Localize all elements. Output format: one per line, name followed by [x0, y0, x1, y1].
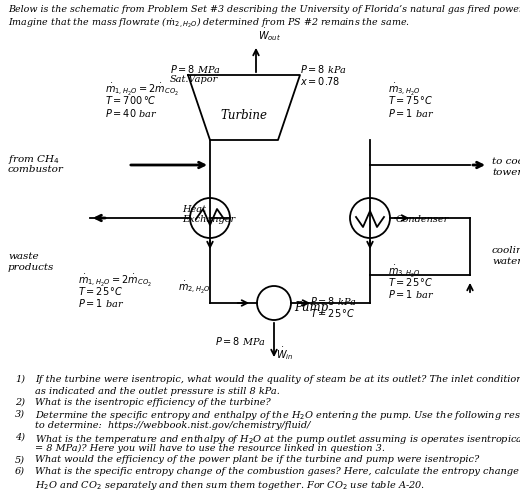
Text: $P=8$ MPa: $P=8$ MPa	[170, 63, 221, 75]
Text: $T=75\,°C$: $T=75\,°C$	[388, 94, 434, 106]
Text: = 8 MPa)? Here you will have to use the resource linked in question 3.: = 8 MPa)? Here you will have to use the …	[35, 444, 385, 453]
Text: tower: tower	[492, 168, 520, 177]
Text: waste: waste	[8, 252, 38, 261]
Text: $\dot{m}_{2,H_2O}$: $\dot{m}_{2,H_2O}$	[178, 280, 211, 296]
Text: $P=1$ bar: $P=1$ bar	[388, 107, 434, 119]
Text: 5): 5)	[15, 455, 25, 464]
Text: combustor: combustor	[8, 165, 64, 174]
Text: $\dot{W}_{in}$: $\dot{W}_{in}$	[276, 345, 293, 362]
Text: to determine:  https://webbook.nist.gov/chemistry/fluid/: to determine: https://webbook.nist.gov/c…	[35, 421, 310, 430]
Text: $\dot{W}_{out}$: $\dot{W}_{out}$	[258, 26, 281, 43]
Text: Determine the specific entropy and enthalpy of the H$_2$O entering the pump. Use: Determine the specific entropy and entha…	[35, 409, 520, 422]
Text: cooling: cooling	[492, 246, 520, 255]
Text: H$_2$O and CO$_2$ separately and then sum them together. For CO$_2$ use table A-: H$_2$O and CO$_2$ separately and then su…	[35, 478, 425, 491]
Text: $P=8$ kPa: $P=8$ kPa	[300, 63, 347, 75]
Text: $T=700\,°C$: $T=700\,°C$	[105, 94, 157, 106]
Text: $P=8$ MPa: $P=8$ MPa	[215, 335, 266, 347]
Text: Imagine that the mass flowrate (ṁ$_{2,H_2O}$) determined from PS #2 remains the : Imagine that the mass flowrate (ṁ$_{2,H_…	[8, 15, 410, 30]
Text: What is the specific entropy change of the combustion gases? Here, calculate the: What is the specific entropy change of t…	[35, 467, 520, 476]
Text: $x=0.78$: $x=0.78$	[300, 75, 340, 87]
Text: from CH$_4$: from CH$_4$	[8, 153, 60, 166]
Text: Exchanger: Exchanger	[182, 215, 235, 224]
Text: $P=8$ kPa: $P=8$ kPa	[310, 295, 357, 307]
Text: Turbine: Turbine	[220, 109, 267, 122]
Text: 1): 1)	[15, 375, 25, 384]
Text: Sat.Vapor: Sat.Vapor	[170, 75, 218, 84]
Text: Heat: Heat	[182, 205, 206, 214]
Text: $\dot{m}_{3,H_2O}$: $\dot{m}_{3,H_2O}$	[388, 264, 421, 280]
Text: What is the isentropic efficiency of the turbine?: What is the isentropic efficiency of the…	[35, 398, 271, 407]
Text: $P=1$ bar: $P=1$ bar	[388, 288, 434, 300]
Text: as indicated and the outlet pressure is still 8 kPa.: as indicated and the outlet pressure is …	[35, 386, 280, 395]
Text: $T=25\,°C$: $T=25\,°C$	[78, 285, 124, 297]
Text: 4): 4)	[15, 432, 25, 441]
Text: 3): 3)	[15, 409, 25, 418]
Text: If the turbine were isentropic, what would the quality of steam be at its outlet: If the turbine were isentropic, what wou…	[35, 375, 520, 384]
Text: Pump: Pump	[294, 302, 328, 315]
Text: water: water	[492, 257, 520, 266]
Text: $P=40$ bar: $P=40$ bar	[105, 107, 158, 119]
Text: 2): 2)	[15, 398, 25, 407]
Text: to cooling: to cooling	[492, 157, 520, 166]
Text: $\dot{m}_{3,H_2O}$: $\dot{m}_{3,H_2O}$	[388, 82, 421, 98]
Text: What is the temperature and enthalpy of H$_2$O at the pump outlet assuming is op: What is the temperature and enthalpy of …	[35, 432, 520, 446]
Text: $P=1$ bar: $P=1$ bar	[78, 297, 124, 309]
Text: What would the efficiency of the power plant be if the turbine and pump were ise: What would the efficiency of the power p…	[35, 455, 479, 464]
Text: products: products	[8, 263, 55, 272]
Text: 6): 6)	[15, 467, 25, 476]
Text: Condenser: Condenser	[396, 215, 449, 224]
Text: $T=25\,°C$: $T=25\,°C$	[310, 307, 356, 319]
Text: $\dot{m}_{1,H_2O}=2\dot{m}_{CO_2}$: $\dot{m}_{1,H_2O}=2\dot{m}_{CO_2}$	[78, 273, 152, 289]
Text: $\dot{m}_{1,H_2O}=2\dot{m}_{CO_2}$: $\dot{m}_{1,H_2O}=2\dot{m}_{CO_2}$	[105, 82, 179, 98]
Text: $T=25\,°C$: $T=25\,°C$	[388, 276, 434, 288]
Text: Below is the schematic from Problem Set #3 describing the University of Florida’: Below is the schematic from Problem Set …	[8, 5, 520, 14]
